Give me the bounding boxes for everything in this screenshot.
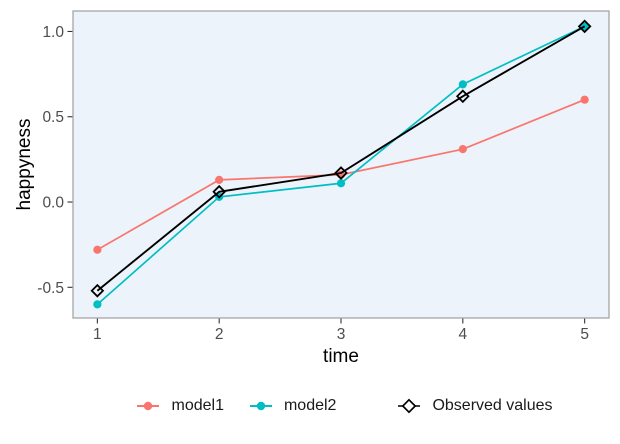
legend-item-observed-values: Observed values bbox=[396, 396, 553, 416]
y-tick-label: 1.0 bbox=[42, 24, 64, 41]
y-axis-title: happyness bbox=[14, 119, 35, 211]
legend-key-dot bbox=[256, 401, 266, 411]
x-tick-label: 2 bbox=[215, 326, 224, 343]
data-point-model1 bbox=[93, 245, 102, 254]
legend-key-observed-values-icon bbox=[398, 398, 421, 414]
data-point-model1 bbox=[580, 95, 589, 104]
y-tick-label: -0.5 bbox=[37, 280, 64, 297]
x-tick-label: 3 bbox=[337, 326, 346, 343]
legend-key-model2-icon bbox=[249, 401, 272, 411]
legend-item-model1: model1 bbox=[135, 396, 224, 416]
legend: model1 model2 Observed values bbox=[0, 396, 620, 416]
data-point-model1 bbox=[458, 145, 467, 154]
data-point-observed-values bbox=[455, 89, 470, 104]
plot-panel bbox=[72, 10, 610, 319]
plot-area: 1 2 3 4 5 -0.5 0.0 0.5 1.0 time happyness bbox=[14, 10, 610, 367]
data-point-observed-values bbox=[90, 283, 105, 298]
x-axis-title: time bbox=[323, 346, 359, 367]
y-tick-label: 0.0 bbox=[42, 195, 64, 212]
legend-key-model1-icon bbox=[137, 401, 160, 411]
x-tick-label: 4 bbox=[459, 326, 468, 343]
legend-label-observed-values: Observed values bbox=[432, 397, 553, 414]
legend-item-model2: model2 bbox=[248, 396, 336, 416]
series-line-observed-values bbox=[96, 25, 586, 292]
data-point-model2 bbox=[93, 300, 102, 309]
data-point-observed-values bbox=[212, 184, 227, 199]
x-tick-label: 5 bbox=[580, 326, 589, 343]
data-point-model2 bbox=[336, 179, 346, 188]
legend-key-diamond bbox=[402, 398, 417, 414]
legend-label-model2: model2 bbox=[283, 397, 337, 414]
x-tick-label: 1 bbox=[93, 326, 102, 343]
data-point-observed-values bbox=[334, 166, 348, 180]
legend-key-dot bbox=[144, 401, 153, 411]
data-point-model1 bbox=[215, 175, 224, 184]
y-tick-label: 0.5 bbox=[42, 109, 64, 126]
data-point-model2 bbox=[458, 80, 467, 89]
data-point-observed-values bbox=[577, 19, 592, 34]
legend-label-model1: model1 bbox=[171, 397, 224, 414]
